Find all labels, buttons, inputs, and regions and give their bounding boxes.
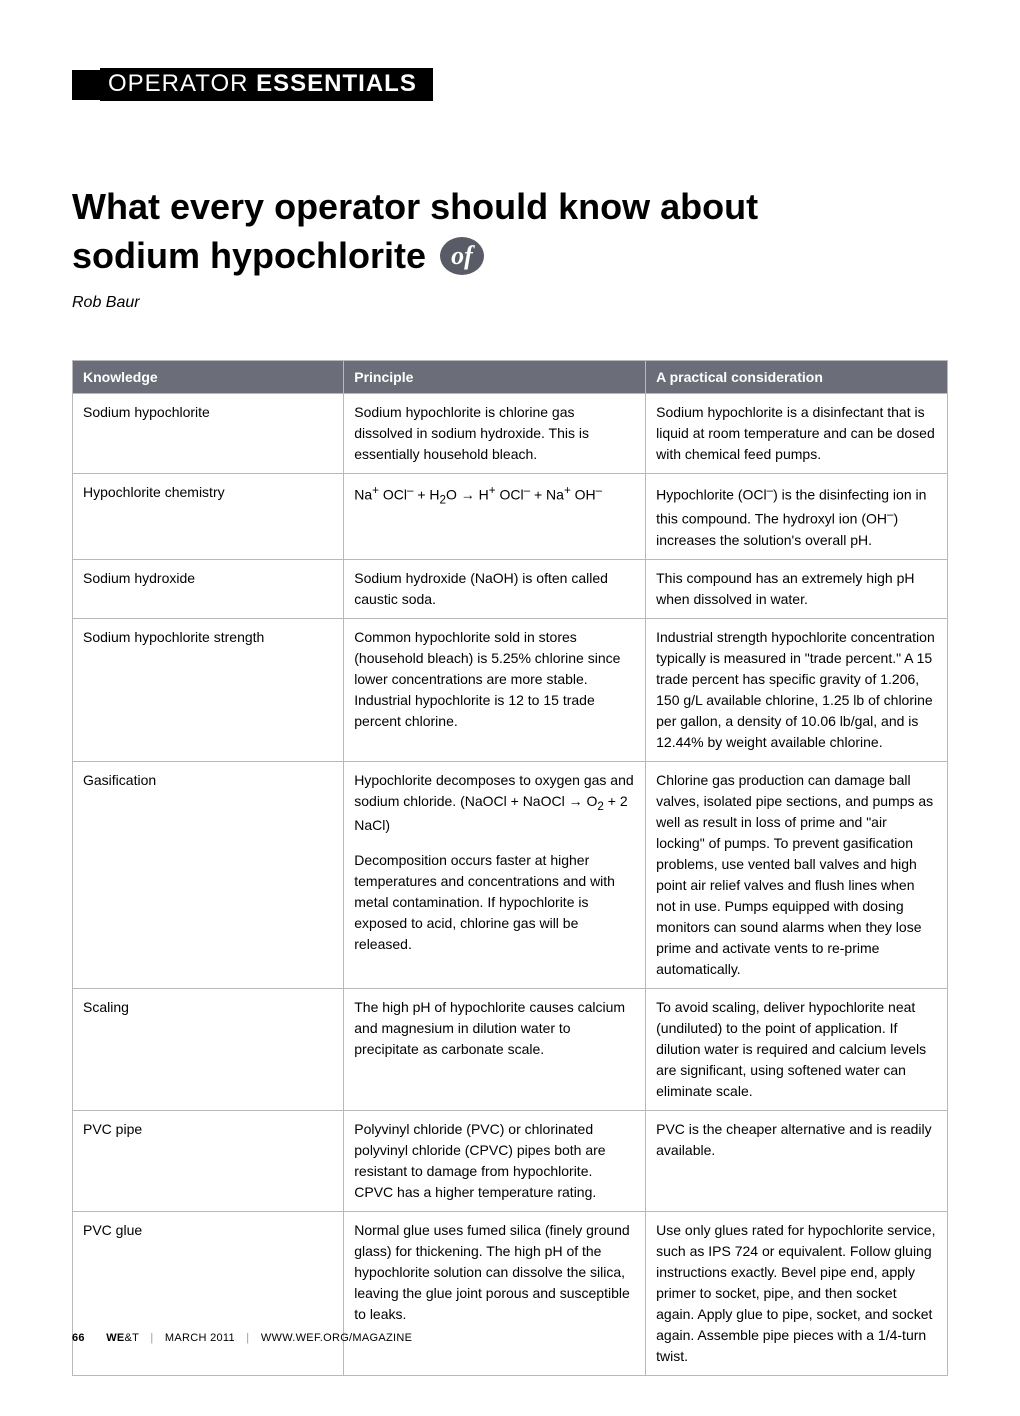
cell-practical: Industrial strength hypochlorite concent…: [646, 618, 948, 761]
cell-knowledge: Sodium hydroxide: [73, 559, 344, 618]
table-row: Sodium hypochlorite strengthCommon hypoc…: [73, 618, 948, 761]
table-row: GasificationHypochlorite decomposes to o…: [73, 761, 948, 988]
col-header-principle: Principle: [344, 361, 646, 394]
page-footer: 66 WE&T | MARCH 2011 | WWW.WEF.ORG/MAGAZ…: [72, 1332, 412, 1344]
cell-knowledge: PVC glue: [73, 1211, 344, 1375]
section-title-thin: OPERATOR: [108, 70, 248, 97]
cell-principle: Polyvinyl chloride (PVC) or chlorinated …: [344, 1110, 646, 1211]
svg-text:of: of: [451, 241, 475, 270]
footer-separator: |: [150, 1332, 153, 1344]
footer-issue: MARCH 2011: [165, 1332, 235, 1344]
cell-knowledge: Scaling: [73, 988, 344, 1110]
table-row: Sodium hypochloriteSodium hypochlorite i…: [73, 394, 948, 474]
cell-practical: PVC is the cheaper alternative and is re…: [646, 1110, 948, 1211]
table-row: Hypochlorite chemistryNa+ OCl– + H2O → H…: [73, 474, 948, 559]
knowledge-table: Knowledge Principle A practical consider…: [72, 360, 948, 1375]
cell-practical: Hypochlorite (OCl–) is the disinfecting …: [646, 474, 948, 559]
col-header-practical: A practical consideration: [646, 361, 948, 394]
cell-principle: Na+ OCl– + H2O → H+ OCl– + Na+ OH–: [344, 474, 646, 559]
cell-knowledge: Hypochlorite chemistry: [73, 474, 344, 559]
cell-practical: This compound has an extremely high pH w…: [646, 559, 948, 618]
cell-practical: Use only glues rated for hypochlorite se…: [646, 1211, 948, 1375]
cell-principle: Common hypochlorite sold in stores (hous…: [344, 618, 646, 761]
magazine-name: WE&T: [106, 1332, 142, 1344]
cell-knowledge: Sodium hypochlorite: [73, 394, 344, 474]
article-author: Rob Baur: [72, 294, 948, 312]
cell-practical: Sodium hypochlorite is a disinfectant th…: [646, 394, 948, 474]
article-title-line1: What every operator should know about: [72, 183, 948, 232]
article-title-line2: sodium hypochlorite: [72, 232, 426, 281]
section-title: OPERATOR ESSENTIALS: [100, 68, 433, 101]
of-badge-icon: of: [440, 234, 484, 278]
table-row: ScalingThe high pH of hypochlorite cause…: [73, 988, 948, 1110]
footer-separator: |: [246, 1332, 249, 1344]
article-title: What every operator should know about so…: [72, 183, 948, 280]
table-row: PVC pipePolyvinyl chloride (PVC) or chlo…: [73, 1110, 948, 1211]
table-row: PVC glueNormal glue uses fumed silica (f…: [73, 1211, 948, 1375]
cell-principle: Sodium hydroxide (NaOH) is often called …: [344, 559, 646, 618]
cell-knowledge: Gasification: [73, 761, 344, 988]
cell-principle: Hypochlorite decomposes to oxygen gas an…: [344, 761, 646, 988]
section-title-bold: ESSENTIALS: [256, 70, 417, 97]
cell-practical: Chlorine gas production can damage ball …: [646, 761, 948, 988]
cell-principle: Normal glue uses fumed silica (finely gr…: [344, 1211, 646, 1375]
section-accent-block: [72, 70, 100, 100]
cell-practical: To avoid scaling, deliver hypochlorite n…: [646, 988, 948, 1110]
footer-url: WWW.WEF.ORG/MAGAZINE: [261, 1332, 412, 1344]
cell-principle: Sodium hypochlorite is chlorine gas diss…: [344, 394, 646, 474]
cell-knowledge: Sodium hypochlorite strength: [73, 618, 344, 761]
table-row: Sodium hydroxideSodium hydroxide (NaOH) …: [73, 559, 948, 618]
page-number: 66: [72, 1332, 85, 1344]
cell-principle: The high pH of hypochlorite causes calci…: [344, 988, 646, 1110]
section-header: OPERATOR ESSENTIALS: [72, 68, 948, 101]
cell-knowledge: PVC pipe: [73, 1110, 344, 1211]
col-header-knowledge: Knowledge: [73, 361, 344, 394]
